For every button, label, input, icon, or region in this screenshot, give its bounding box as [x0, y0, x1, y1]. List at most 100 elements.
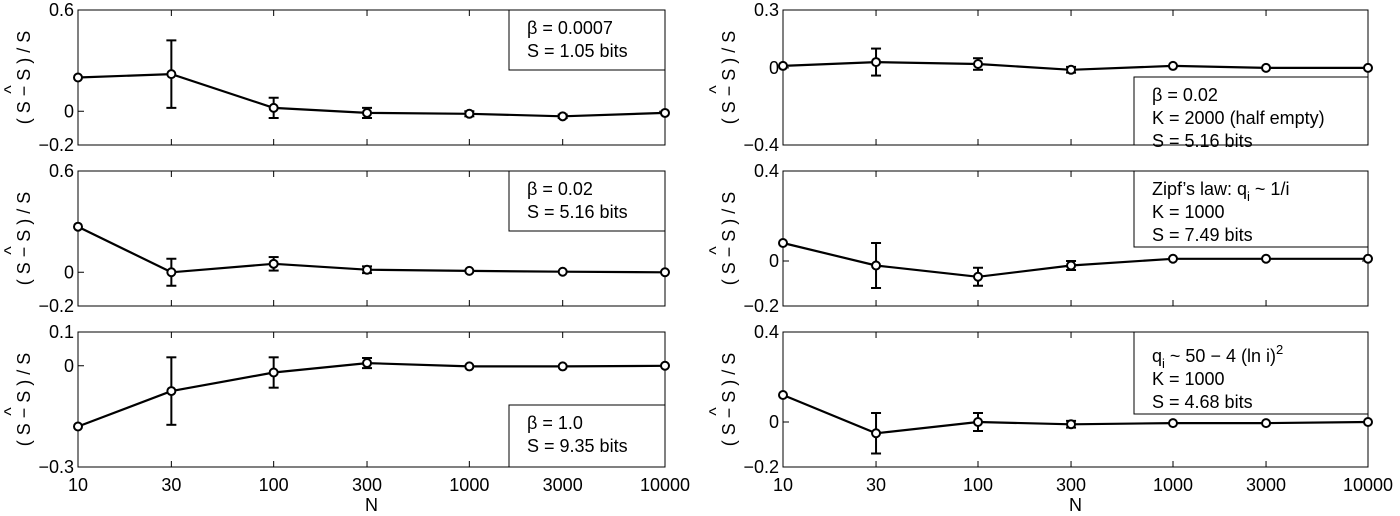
data-point — [557, 266, 568, 277]
x-tick-label: 300 — [1056, 475, 1086, 495]
panel-right-middle: 0.4 0 −0.2( S − S ) / S^ Zipf’s law: qi ~ 1… — [706, 161, 1373, 316]
y-axis-label-hat: ^ — [706, 407, 726, 416]
y-axis-label-hat: ^ — [706, 85, 726, 94]
legend-entry: β = 1.0 — [527, 413, 583, 433]
data-point — [871, 57, 882, 68]
data-point — [1066, 419, 1077, 430]
legend-entry: K = 1000 — [1152, 369, 1225, 389]
data-point — [973, 59, 983, 69]
legend-box — [508, 9, 666, 71]
legend-box — [508, 170, 666, 232]
x-tick-label: 3000 — [543, 475, 583, 495]
data-point — [557, 361, 568, 372]
y-tick-label: 0.6 — [49, 0, 74, 20]
x-tick-label: 30 — [161, 475, 181, 495]
data-point — [1261, 418, 1272, 429]
panel-left-top: 0.6 0 −0.2( S − S ) / S^ β = 0.0007 S = 1.05… — [1, 0, 670, 155]
legend-entry: β = 0.02 — [1152, 85, 1218, 105]
data-point — [1363, 417, 1373, 427]
y-tick-label: −0.2 — [743, 457, 779, 477]
data-point — [660, 107, 670, 118]
y-axis-label-hat: ^ — [1, 246, 21, 255]
panel-right-bottom: 0.4 0 −0.210 30 100 300 1000 3000 10000 N ( S − S … — [706, 322, 1393, 515]
data-point — [73, 421, 83, 432]
data-point — [268, 102, 279, 113]
legend-entry: S = 9.35 bits — [527, 436, 628, 456]
data-point — [1261, 253, 1272, 264]
data-point — [778, 390, 788, 400]
legend-entry: S = 1.05 bits — [527, 41, 628, 61]
y-axis-label: ( S − S ) / S — [14, 31, 34, 125]
x-tick-label: 1000 — [449, 475, 489, 495]
data-point — [362, 107, 373, 118]
data-point — [166, 267, 177, 278]
data-point — [660, 360, 670, 371]
legend-entry: β = 0.02 — [527, 179, 593, 199]
data-point — [268, 367, 279, 378]
data-point — [557, 111, 568, 122]
x-axis-label: N — [1069, 495, 1082, 515]
data-point — [362, 358, 373, 369]
data-point — [1168, 60, 1178, 71]
x-tick-label: 3000 — [1246, 475, 1286, 495]
y-axis-label: ( S − S ) / S — [14, 192, 34, 286]
y-tick-label: 0.6 — [49, 161, 74, 181]
y-axis-label: ( S − S ) / S — [719, 353, 739, 447]
series-line — [77, 72, 666, 118]
y-axis-label: ( S − S ) / S — [14, 353, 34, 447]
data-point — [1168, 253, 1178, 264]
x-tick-label: 100 — [963, 475, 993, 495]
data-point — [1066, 64, 1077, 75]
y-tick-label: 0.1 — [49, 322, 74, 342]
data-point — [973, 417, 983, 427]
x-tick-label: 300 — [352, 475, 382, 495]
axes-frame — [77, 331, 666, 468]
y-tick-label: 0 — [64, 356, 74, 376]
legend-box — [1133, 331, 1369, 415]
y-tick-label: −0.2 — [743, 296, 779, 316]
data-point — [1168, 418, 1178, 429]
y-tick-label: 0.3 — [754, 0, 779, 20]
data-point — [1363, 253, 1373, 264]
y-tick-label: −0.3 — [38, 457, 74, 477]
legend-box — [508, 404, 666, 468]
panel-right-top: 0.3 0 −0.4( S − S ) / S^ β = 0.02 K = 2000 (… — [706, 0, 1373, 155]
x-tick-label: 10 — [68, 475, 88, 495]
y-tick-label: 0 — [769, 58, 779, 78]
y-axis-label-hat: ^ — [1, 85, 21, 94]
data-point — [1066, 260, 1077, 271]
data-point — [73, 72, 83, 83]
y-axis-label-hat: ^ — [706, 246, 726, 255]
y-tick-label: 0.4 — [754, 322, 779, 342]
data-point — [166, 386, 177, 397]
y-tick-label: 0 — [769, 412, 779, 432]
legend-box — [1133, 170, 1369, 248]
data-point — [73, 221, 83, 232]
x-tick-label: 10 — [773, 475, 793, 495]
x-tick-label: 100 — [259, 475, 289, 495]
data-point — [778, 238, 788, 248]
y-tick-label: −0.2 — [38, 296, 74, 316]
y-tick-label: 0 — [769, 251, 779, 271]
panel-left-middle: 0.6 0 −0.2( S − S ) / S^ β = 0.02 S = 5.16 b… — [1, 161, 670, 316]
legend-entry: β = 0.0007 — [527, 18, 613, 38]
data-point — [1363, 62, 1373, 73]
legend-entry: K = 1000 — [1152, 202, 1225, 222]
legend-entry: Zipf’s law: qi ~ 1/i — [1152, 179, 1289, 204]
y-tick-label: −0.4 — [743, 135, 779, 155]
legend-entry: S = 7.49 bits — [1152, 225, 1253, 245]
data-point — [871, 428, 882, 439]
y-axis-label: ( S − S ) / S — [719, 192, 739, 286]
legend-entry: S = 4.68 bits — [1152, 392, 1253, 412]
data-point — [464, 108, 475, 119]
legend-box — [1133, 76, 1369, 146]
series-line — [782, 241, 1368, 278]
data-point — [1261, 62, 1272, 73]
axes-frame — [77, 170, 666, 307]
y-tick-label: 0 — [64, 101, 74, 121]
y-axis-label: ( S − S ) / S — [719, 31, 739, 125]
y-axis-label-hat: ^ — [1, 407, 21, 416]
x-axis-label: N — [365, 495, 378, 515]
data-point — [166, 69, 177, 80]
